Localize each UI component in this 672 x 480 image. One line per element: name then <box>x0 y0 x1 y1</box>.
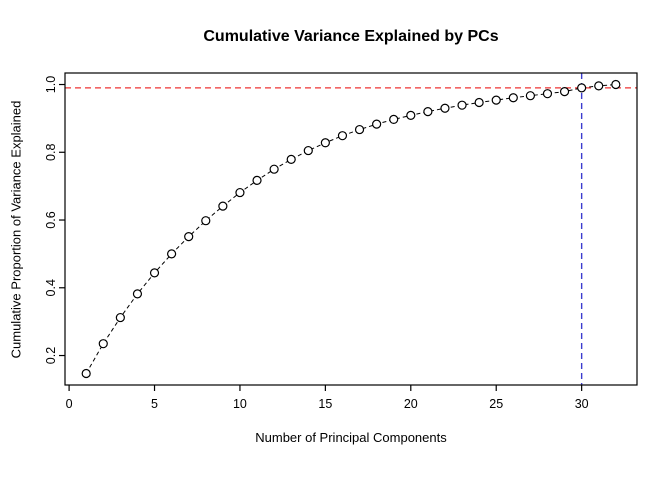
data-point <box>286 154 296 164</box>
y-tick-label: 0.8 <box>44 144 58 161</box>
data-point <box>559 87 570 97</box>
chart-title: Cumulative Variance Explained by PCs <box>203 28 499 45</box>
data-point <box>115 312 125 323</box>
data-point <box>457 100 467 110</box>
data-point <box>542 89 553 99</box>
y-tick-label: 0.2 <box>44 347 58 364</box>
data-point <box>184 232 194 242</box>
data-point <box>269 164 279 174</box>
data-point <box>423 107 433 117</box>
x-tick-label: 25 <box>489 397 503 411</box>
data-point <box>440 103 450 113</box>
data-point <box>81 368 91 379</box>
x-tick-label: 20 <box>404 397 418 411</box>
data-point <box>218 201 228 211</box>
data-point <box>132 289 143 299</box>
data-point <box>149 268 160 278</box>
data-point <box>98 339 108 349</box>
data-point <box>491 95 501 105</box>
data-point <box>354 124 365 135</box>
data-point <box>252 175 262 185</box>
data-point <box>611 79 621 90</box>
y-tick-label: 0.6 <box>44 211 58 228</box>
x-tick-label: 5 <box>151 397 158 411</box>
x-tick-label: 15 <box>318 397 332 411</box>
x-tick-label: 0 <box>66 397 73 411</box>
data-point <box>474 97 484 108</box>
data-point <box>303 145 313 156</box>
data-point <box>406 110 416 120</box>
data-point <box>389 114 399 125</box>
data-point <box>525 91 535 101</box>
data-point <box>594 81 604 91</box>
series-line <box>85 84 616 374</box>
data-point <box>201 216 211 226</box>
data-point <box>577 83 587 93</box>
data-point <box>508 93 518 103</box>
y-tick-label: 1.0 <box>44 76 58 93</box>
data-point <box>235 187 245 198</box>
x-tick-label: 10 <box>233 397 247 411</box>
y-tick-label: 0.4 <box>44 279 58 296</box>
data-point <box>320 138 330 148</box>
data-point <box>167 249 177 259</box>
plot-box <box>64 72 638 386</box>
data-point <box>372 119 382 129</box>
data-point <box>337 131 348 141</box>
x-axis-label: Number of Principal Components <box>255 430 447 445</box>
x-tick-label: 30 <box>575 397 589 411</box>
